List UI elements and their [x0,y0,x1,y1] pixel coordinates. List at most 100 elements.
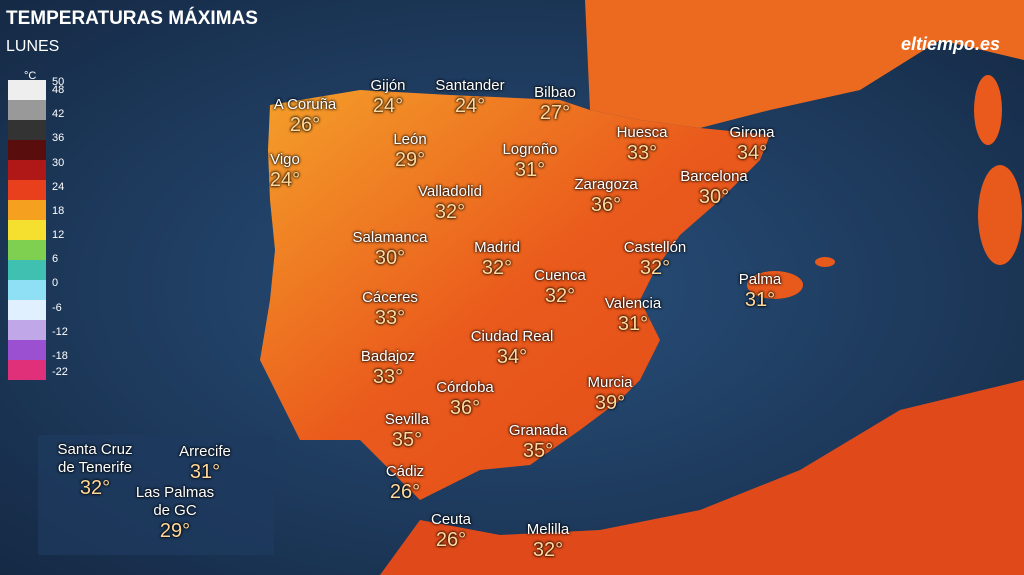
city: Las Palmas de GC 29° [136,484,214,542]
city: Melilla 32° [527,521,570,561]
city-temp: 32° [481,257,513,279]
city-temp: 24° [269,169,301,191]
legend-tick: 42 [52,108,65,121]
title: TEMPERATURAS MÁXIMAS [6,8,258,29]
legend-band [8,280,46,300]
legend-band [8,360,46,380]
city: Cáceres 33° [362,289,418,329]
city-name: Logroño [502,141,558,158]
city: Sevilla 35° [385,411,429,451]
legend-tick: 48 [52,84,65,97]
city-name: Ceuta [430,511,472,528]
legend-band [8,180,46,200]
city-name: Granada [508,422,568,439]
city: Santa Cruz de Tenerife 32° [57,441,132,499]
legend-band [8,100,46,120]
city-name: Badajoz [360,348,416,365]
city-name: Salamanca [352,229,428,246]
legend-tick: 0 [52,277,59,290]
city-name: Gijón [370,77,406,94]
city-temp: 31° [514,159,546,181]
legend-band [8,140,46,160]
city-name: Cáceres [362,289,418,306]
logo: eltiempo.es [900,34,1000,54]
city: Murcia 39° [587,374,632,414]
city: Badajoz 33° [361,348,415,388]
legend-tick: -18 [52,349,68,362]
city-name: Zaragoza [574,176,638,193]
city: Huesca 33° [617,124,668,164]
legend-band [8,160,46,180]
legend-band [8,220,46,240]
city-temp: 36° [590,194,622,216]
city-temp: 34° [736,142,768,164]
legend-tick: 36 [52,132,65,145]
city: A Coruña 26° [274,96,337,136]
city-name: Santander [435,77,505,94]
city-name: Murcia [587,374,633,391]
legend-band [8,320,46,340]
city-temp: 39° [594,392,626,414]
city-name: Girona [729,124,775,141]
city-name: Melilla [526,521,570,538]
city: Cuenca 32° [534,267,586,307]
city-name: Cádiz [385,463,425,480]
city: Cádiz 26° [386,463,424,503]
legend-unit: °C [24,70,37,82]
city-temp: 30° [698,186,730,208]
city: Córdoba 36° [436,379,494,419]
city-temp: 32° [544,285,576,307]
city-name: de Tenerife [58,459,132,476]
city-temp: 31° [744,289,776,311]
city-temp: 33° [374,307,406,329]
city-temp: 35° [522,440,554,462]
city: Arrecife 31° [179,443,231,483]
city: Salamanca 30° [352,229,427,269]
city-temp: 24° [372,95,404,117]
city-name: de GC [153,502,197,519]
city: Madrid 32° [474,239,520,279]
city-name: Sevilla [384,411,430,428]
city-name: Palma [738,271,782,288]
city-name: Cuenca [534,267,586,284]
city-name: Ciudad Real [470,328,554,345]
city: Girona 34° [729,124,774,164]
city-temp: 26° [289,114,321,136]
city-name: Castellón [623,239,687,256]
city-temp: 27° [539,102,571,124]
city-name: Huesca [616,124,668,141]
city: Valladolid 32° [418,183,482,223]
city-name: Valladolid [418,183,482,200]
legend-band [8,120,46,140]
city: Valencia 31° [605,295,661,335]
city-name: Madrid [474,239,520,256]
city-temp: 24° [454,95,486,117]
city: Palma 31° [739,271,782,311]
city-name: Barcelona [680,168,748,185]
legend-tick: 50 [52,76,65,88]
city-temp: 35° [391,429,423,451]
city: Vigo 24° [270,151,300,191]
legend-tick: 18 [52,204,65,217]
city-temp: 36° [449,397,481,419]
city-temp: 31° [617,313,649,335]
city: Bilbao 27° [534,84,576,124]
city-name: Arrecife [179,443,231,460]
legend-tick: -6 [52,301,62,314]
legend-band [8,240,46,260]
city-name: Santa Cruz [57,441,133,458]
legend-tick: -12 [52,325,68,338]
city: Castellón 32° [624,239,687,279]
legend-tick: 30 [52,156,65,169]
city-temp: 26° [435,529,467,551]
city-name: Las Palmas [135,484,215,501]
city-temp: 32° [79,477,111,499]
city-name: León [393,131,427,148]
city: Ciudad Real 34° [471,328,554,368]
city-name: Córdoba [436,379,494,396]
city-temp: 29° [394,149,426,171]
city-name: Vigo [270,151,300,168]
city: Barcelona 30° [680,168,748,208]
legend-band [8,260,46,280]
